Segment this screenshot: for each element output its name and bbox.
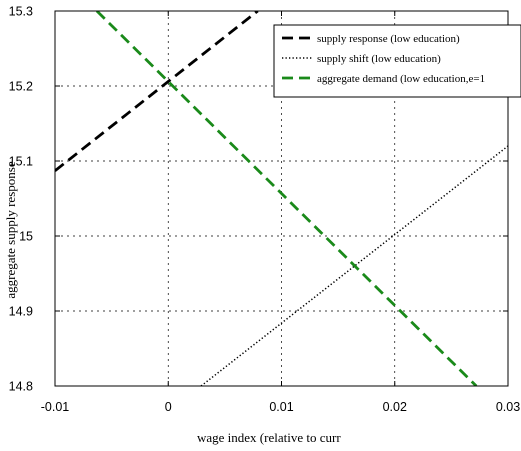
x-tick-label: -0.01 <box>41 400 70 414</box>
tick-labels: -0.01 0 0.01 0.02 0.03 14.8 14.9 15 15.1 15.2 15.3 <box>9 5 521 415</box>
x-tick-label: 0.03 <box>496 400 520 414</box>
legend: supply response (low education) supply sh… <box>273 24 521 98</box>
legend-label: aggregate demand (low education,e=1 <box>317 73 485 85</box>
plot-lines <box>55 11 508 386</box>
y-tick-label: 14.9 <box>9 305 33 319</box>
legend-label: supply response (low education) <box>317 33 460 45</box>
series-line-3 <box>95 11 478 386</box>
legend-box <box>273 24 521 98</box>
y-axis-label: aggregate supply response <box>3 161 18 298</box>
x-axis-label: wage index (relative to curr <box>197 430 341 445</box>
y-tick-label: 15.2 <box>9 80 33 94</box>
axes <box>54 10 509 387</box>
legend-label: supply shift (low education) <box>317 53 441 65</box>
x-tick-label: 0 <box>165 400 172 414</box>
x-tick-label: 0.01 <box>269 400 293 414</box>
y-tick-label: 15 <box>19 230 33 244</box>
x-tick-label: 0.02 <box>383 400 407 414</box>
y-tick-label: 15.1 <box>9 155 33 169</box>
y-tick-label: 15.3 <box>9 5 33 19</box>
series-line-1 <box>55 11 259 172</box>
y-tick-label: 14.8 <box>9 380 33 394</box>
